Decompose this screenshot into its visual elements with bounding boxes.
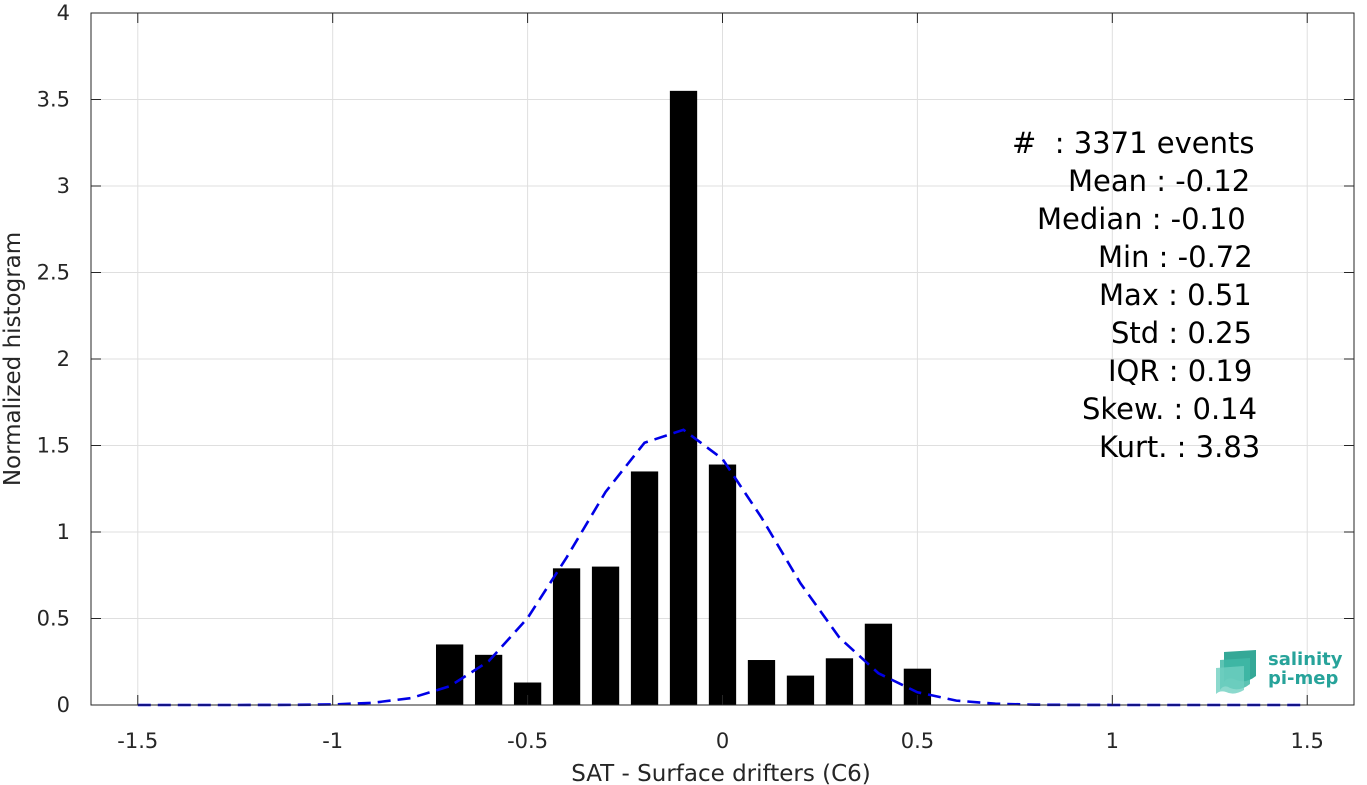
histogram-bar <box>474 654 503 705</box>
y-tick-label: 1 <box>57 520 70 544</box>
x-axis-label: SAT - Surface drifters (C6) <box>571 761 871 785</box>
x-tick-label: -1.5 <box>117 729 158 753</box>
stat-iqr: IQR : 0.19 <box>1108 354 1253 388</box>
stat-min: Min : -0.72 <box>1098 240 1253 274</box>
stat-skew: Skew. : 0.14 <box>1082 392 1258 426</box>
x-tick-labels: -1.5 -1 -0.5 0 0.5 1 1.5 <box>117 729 1324 753</box>
x-tick-label: 1.5 <box>1291 729 1324 753</box>
y-axis-label: Normalized histogram <box>0 232 26 486</box>
histogram-bar <box>435 644 464 705</box>
x-tick-label: 1 <box>1106 729 1119 753</box>
stat-mean: Mean : -0.12 <box>1068 164 1251 198</box>
stat-median: Median : -0.10 <box>1037 202 1246 236</box>
x-tick-label: -0.5 <box>507 729 548 753</box>
y-tick-label: 0.5 <box>37 607 70 631</box>
y-tick-label: 2 <box>57 347 70 371</box>
x-tick-label: 0 <box>716 729 729 753</box>
histogram-bar <box>513 682 542 705</box>
y-tick-labels: 0 0.5 1 1.5 2 2.5 3 3.5 4 <box>37 1 70 717</box>
histogram-bar <box>630 471 659 705</box>
histogram-bar <box>747 660 776 705</box>
stat-kurt: Kurt. : 3.83 <box>1099 430 1261 464</box>
y-tick-label: 2.5 <box>37 261 70 285</box>
histogram-bar <box>864 623 893 705</box>
stat-max: Max : 0.51 <box>1099 278 1252 312</box>
y-tick-label: 3 <box>57 174 70 198</box>
grid-lines <box>91 12 1354 706</box>
stat-events: # : 3371 events <box>1012 126 1255 160</box>
histogram-bars <box>435 90 932 706</box>
logo-text-salinity: salinity <box>1268 649 1343 670</box>
axis-ticks <box>91 12 1354 706</box>
x-tick-label: -1 <box>322 729 343 753</box>
y-tick-label: 1.5 <box>37 434 70 458</box>
salinity-pi-mep-logo: salinity pi-mep <box>1216 646 1346 694</box>
histogram-bar <box>786 675 815 705</box>
histogram-bar <box>669 90 698 706</box>
wave-logo-icon <box>1216 650 1256 694</box>
y-tick-label: 4 <box>57 1 70 25</box>
stat-std: Std : 0.25 <box>1111 316 1252 350</box>
histogram-bar <box>591 566 620 705</box>
histogram-bar <box>708 464 737 705</box>
histogram-bar <box>552 568 581 705</box>
y-tick-label: 3.5 <box>37 88 70 112</box>
histogram-bar <box>825 658 854 705</box>
y-tick-label: 0 <box>57 693 70 717</box>
x-tick-label: 0.5 <box>901 729 934 753</box>
logo-text-pi-mep: pi-mep <box>1268 668 1339 689</box>
